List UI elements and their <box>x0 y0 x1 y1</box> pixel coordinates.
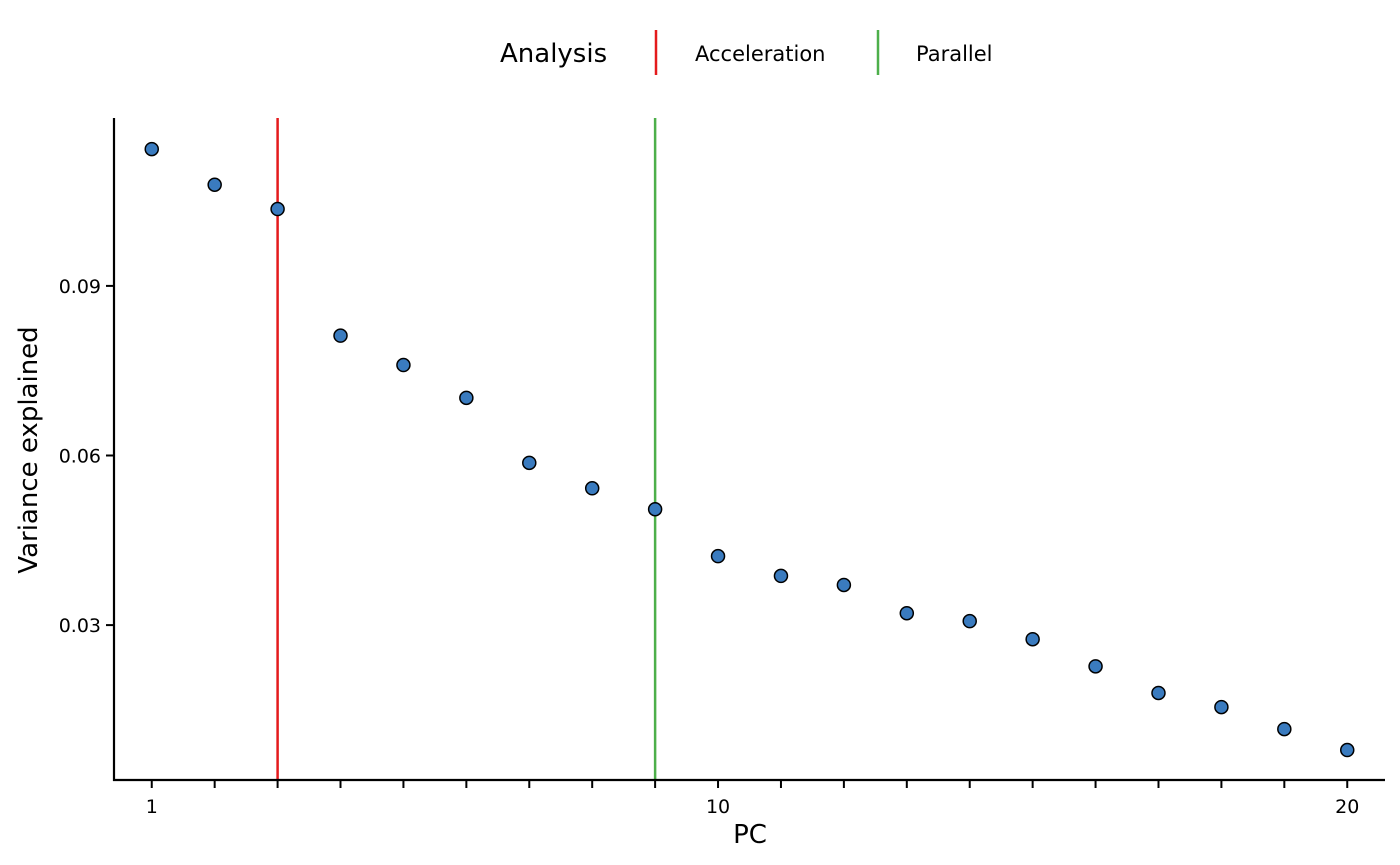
data-point <box>584 481 600 496</box>
data-point <box>1277 721 1292 737</box>
data-point <box>647 501 663 517</box>
data-point <box>962 613 977 629</box>
data-point <box>773 568 789 584</box>
data-point <box>459 390 474 406</box>
data-point <box>1088 659 1103 674</box>
x-tick-label: 20 <box>1335 796 1359 818</box>
data-point <box>1339 742 1355 758</box>
x-axis-label: PC <box>733 820 767 850</box>
data-point <box>396 357 411 373</box>
x-tick-label: 1 <box>146 796 158 818</box>
x-tick-label: 10 <box>706 796 730 818</box>
legend-label-acceleration: Acceleration <box>695 42 826 66</box>
data-point <box>1025 631 1040 647</box>
y-axis-label: Variance explained <box>14 326 44 573</box>
legend-label-parallel: Parallel <box>916 42 993 66</box>
y-tick-label: 0.06 <box>59 446 101 468</box>
data-point <box>270 201 285 217</box>
data-point <box>207 177 222 192</box>
legend: Analysis Acceleration Parallel <box>500 30 993 75</box>
data-point <box>710 548 726 564</box>
data-point <box>522 455 537 471</box>
y-tick-label: 0.03 <box>59 615 101 637</box>
legend-title: Analysis <box>500 39 607 69</box>
data-point <box>899 605 915 621</box>
data-point <box>1151 685 1166 701</box>
data-point <box>836 577 852 593</box>
y-tick-label: 0.09 <box>59 276 101 298</box>
data-point <box>144 141 160 157</box>
data-point <box>1214 699 1229 715</box>
data-point <box>333 328 348 343</box>
